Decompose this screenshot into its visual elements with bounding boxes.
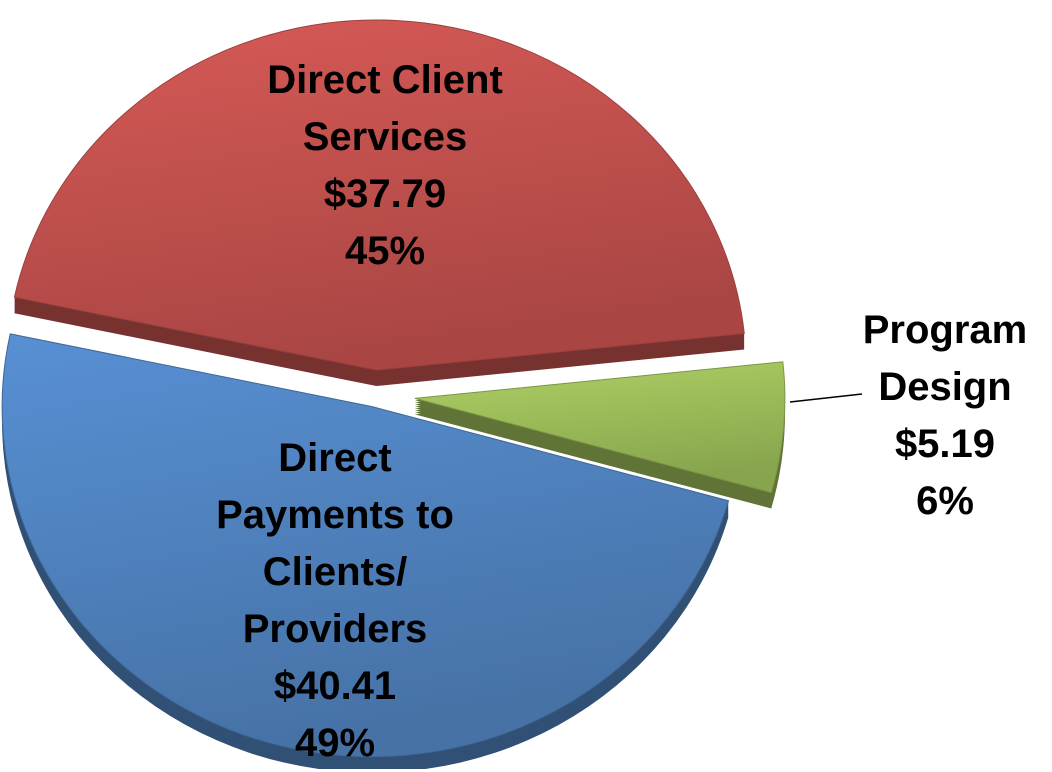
slice-label: Program Design $5.19 6% [845, 302, 1045, 530]
percent-label: 6% [916, 479, 974, 523]
category-label: Direct Client Services [267, 58, 503, 159]
slice [414, 361, 786, 494]
percent-label: 45% [344, 229, 426, 273]
amount-label: $37.79 [323, 172, 447, 216]
slice [13, 19, 745, 371]
amount-label: $5.19 [894, 422, 996, 466]
category-label: Program Design [862, 308, 1028, 409]
slice [1, 333, 730, 758]
leader-line [789, 393, 863, 403]
percent-label: 49% [294, 721, 376, 765]
amount-label: $40.41 [273, 664, 397, 708]
slice-label: Direct Payments to Clients/ Providers $40… [185, 430, 485, 772]
slice-label: Direct Client Services $37.79 45% [225, 52, 545, 280]
category-label: Direct Payments to Clients/ Providers [216, 436, 454, 651]
